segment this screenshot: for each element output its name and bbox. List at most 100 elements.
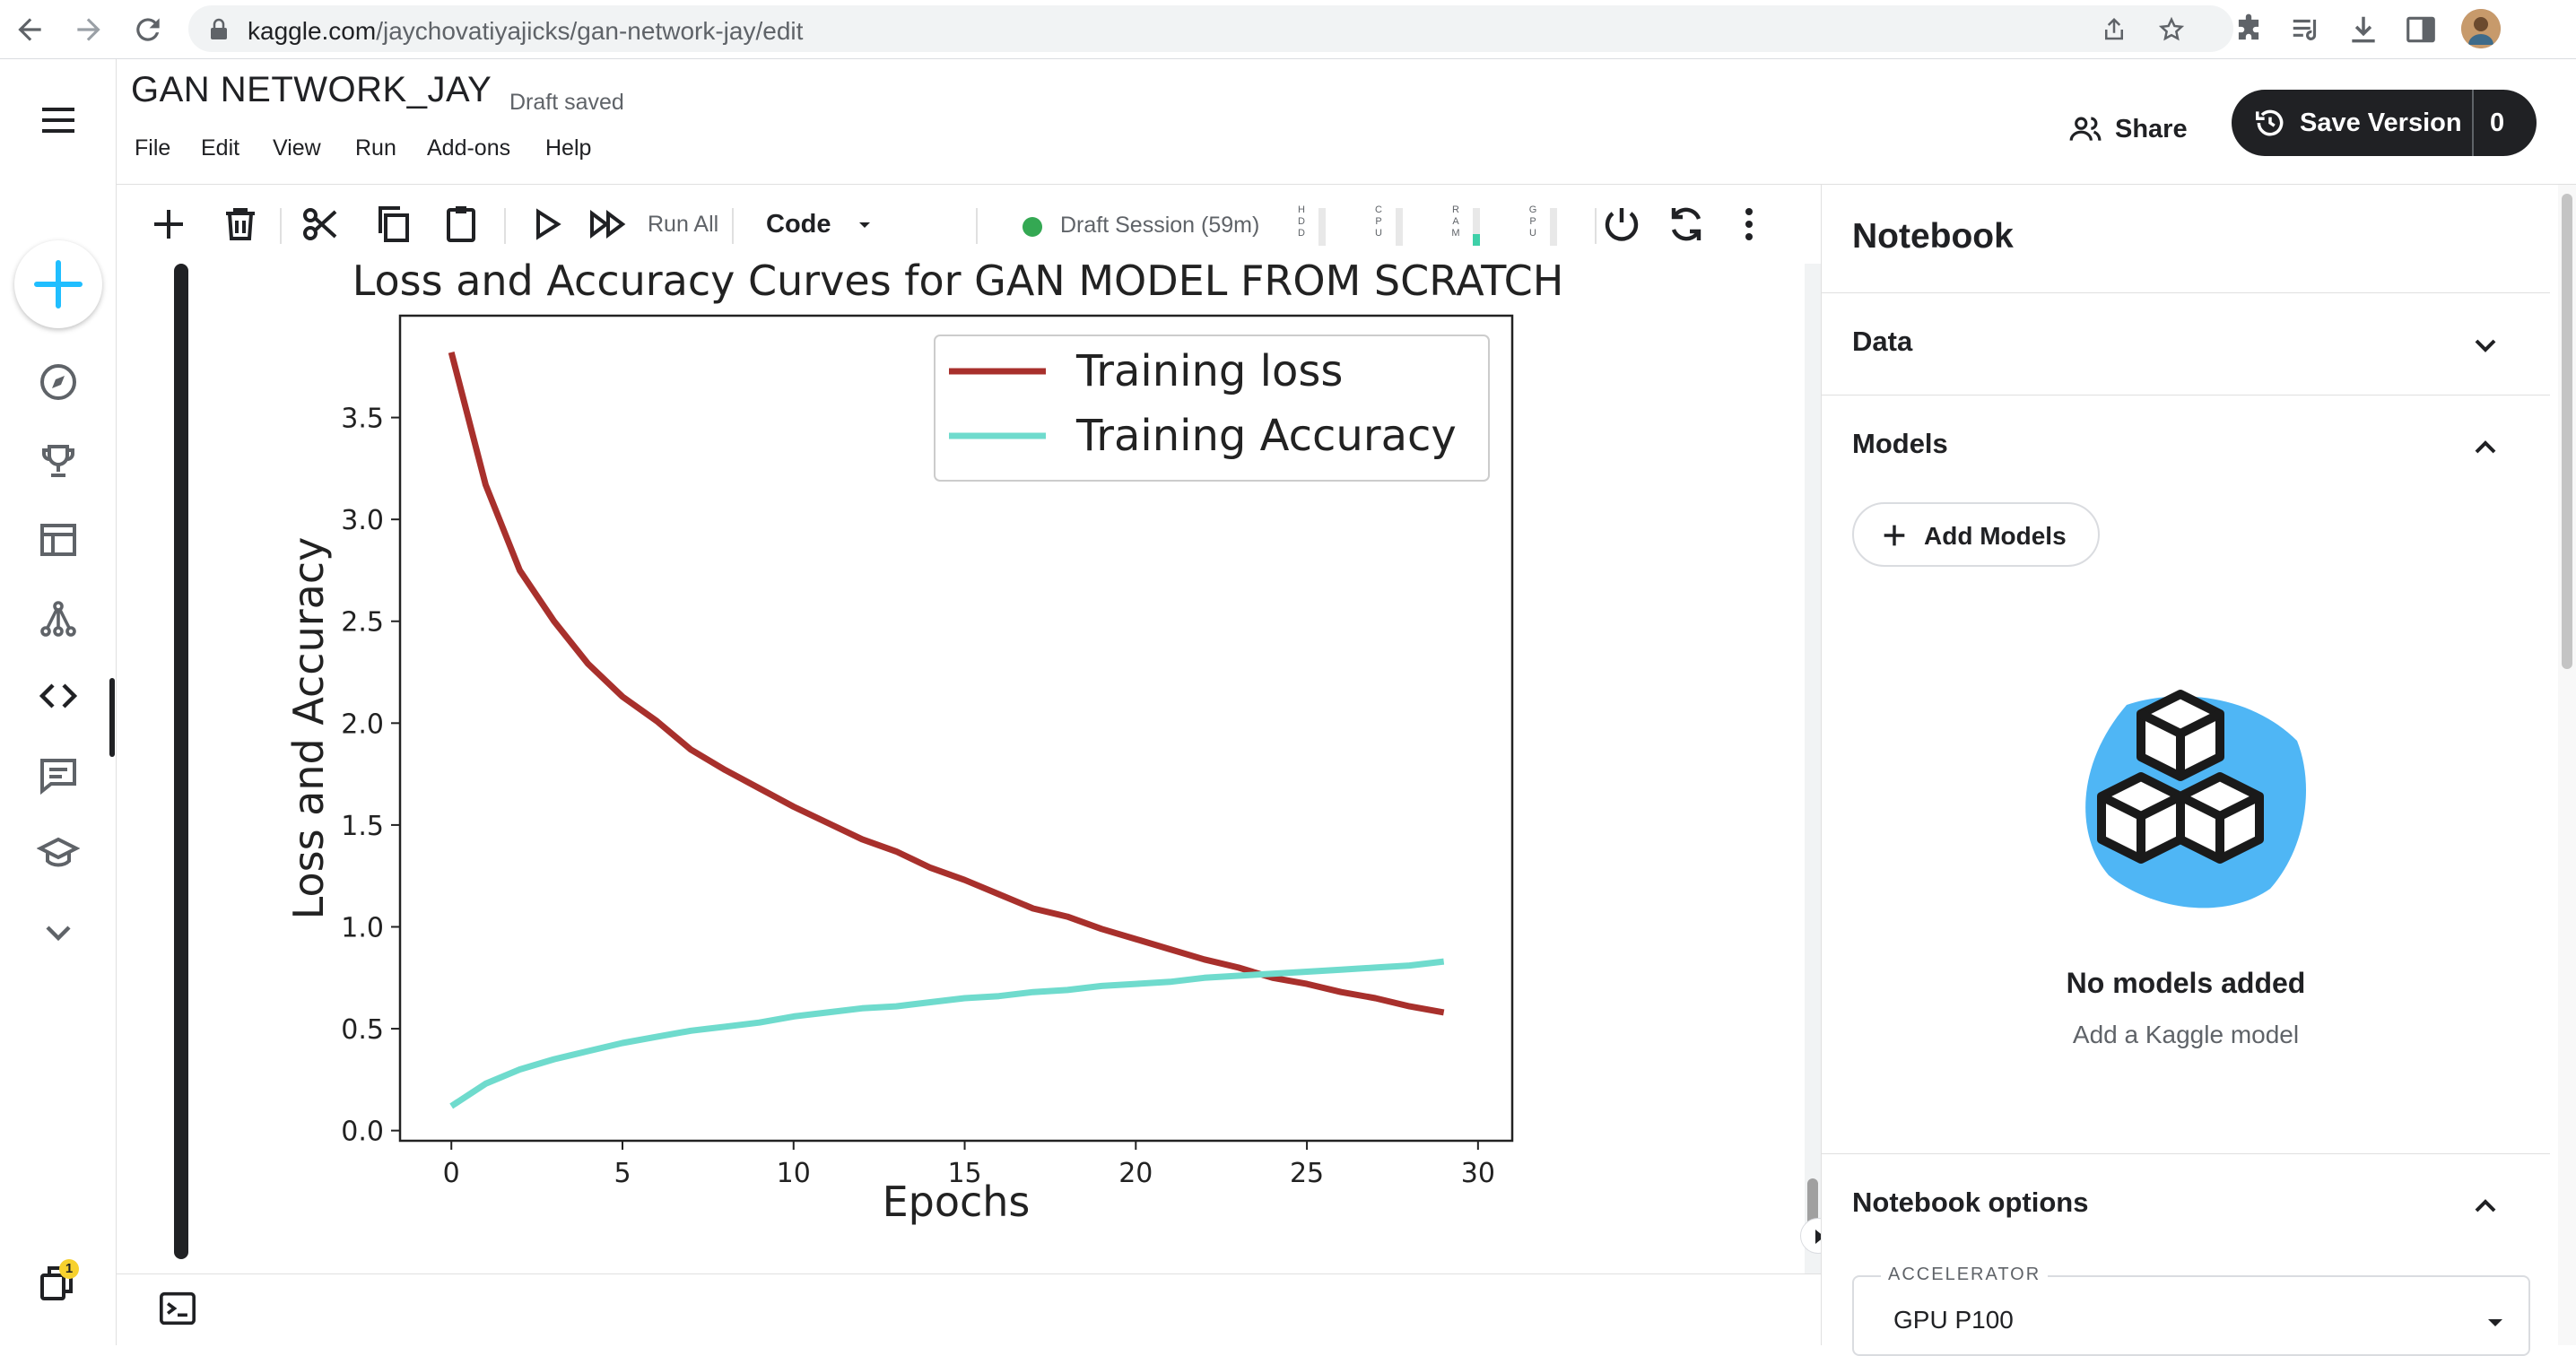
selected-cell-indicator[interactable] (174, 264, 188, 1259)
legend-label-accuracy: Training Accuracy (1075, 411, 1457, 461)
run-all-fast-forward-icon[interactable] (587, 203, 630, 246)
hdd-label-text: HDD (1298, 204, 1305, 239)
side-panel-icon[interactable] (2404, 13, 2438, 47)
cut-scissors-icon[interactable] (300, 203, 343, 246)
empty-models-subtitle: Add a Kaggle model (2072, 1021, 2300, 1048)
delete-trash-icon[interactable] (219, 203, 262, 246)
notebook-options-label[interactable]: Notebook options (1852, 1186, 2089, 1218)
models-section: Models (1822, 395, 2550, 861)
cell-type-value: Code (766, 210, 831, 239)
console-bar (117, 1273, 1821, 1345)
training-accuracy-line (449, 958, 1445, 1109)
menu-edit[interactable]: Edit (201, 135, 240, 161)
trophy-icon[interactable] (37, 439, 80, 482)
gpu-meter[interactable]: GPU (1527, 203, 1577, 249)
profile-avatar[interactable] (2461, 9, 2501, 48)
ram-fill (1473, 234, 1480, 246)
x-tick-label: 25 (1290, 1158, 1324, 1189)
table-icon[interactable] (37, 518, 80, 561)
left-nav-rail: 1 (0, 59, 117, 1345)
url-text[interactable]: kaggle.com/jaychovatiyajicks/gan-network… (248, 17, 804, 45)
restart-refresh-icon[interactable] (1665, 203, 1708, 246)
share-page-icon[interactable] (2101, 16, 2128, 43)
chart-title: Loss and Accuracy Curves for GAN MODEL F… (352, 258, 1561, 305)
plus-icon (34, 260, 83, 309)
lock-icon[interactable] (208, 18, 230, 41)
copy-icon[interactable] (371, 203, 414, 246)
extensions-puzzle-icon[interactable] (2232, 13, 2266, 47)
accelerator-select[interactable]: ACCELERATOR GPU P100 (1852, 1265, 2530, 1356)
history-clock-icon (2253, 106, 2287, 140)
share-button[interactable]: Share (2068, 102, 2188, 156)
compass-icon[interactable] (37, 361, 80, 404)
notification-badge: 1 (59, 1259, 79, 1279)
media-playlist-icon[interactable] (2289, 13, 2323, 47)
people-icon (2068, 112, 2102, 146)
code-brackets-icon[interactable] (37, 674, 80, 717)
editor-scrollbar[interactable] (1805, 264, 1821, 1273)
run-all-label[interactable]: Run All (648, 212, 719, 237)
toolbar-divider (976, 208, 978, 244)
y-tick-label: 0.5 (341, 1014, 384, 1046)
version-count[interactable]: 0 (2490, 109, 2505, 137)
models-section-label[interactable]: Models (1852, 428, 1948, 459)
add-cell-plus-icon[interactable] (147, 203, 190, 246)
y-tick-label: 2.0 (341, 708, 384, 740)
menu-addons[interactable]: Add-ons (427, 135, 511, 161)
training-loss-line (448, 352, 1445, 1016)
ram-label-text: RAM (1451, 204, 1460, 239)
notebook-title[interactable]: GAN NETWORK_JAY (131, 70, 492, 109)
add-models-button[interactable]: Add Models (1852, 502, 2100, 567)
create-button[interactable] (14, 240, 102, 328)
x-tick-label: 20 (1118, 1158, 1153, 1189)
accelerator-value: GPU P100 (1893, 1306, 2014, 1334)
hamburger-menu-icon[interactable] (37, 99, 80, 142)
back-arrow-icon[interactable] (13, 13, 47, 47)
cpu-meter[interactable]: CPU (1372, 203, 1423, 249)
download-icon[interactable] (2346, 13, 2380, 47)
y-tick-label: 1.0 (341, 912, 384, 943)
run-cell-play-icon[interactable] (524, 203, 567, 246)
menu-help[interactable]: Help (545, 135, 592, 161)
chevron-up-icon[interactable] (2467, 430, 2503, 465)
y-tick-label: 2.5 (341, 607, 384, 639)
paste-clipboard-icon[interactable] (439, 203, 483, 246)
discussion-icon[interactable] (37, 753, 80, 796)
y-axis-ticks: 0.0 0.5 1.0 1.5 2.0 2.5 3.0 3.5 (341, 404, 400, 1148)
menu-file[interactable]: File (135, 135, 171, 161)
y-tick-label: 1.5 (341, 811, 384, 842)
panel-scrollbar-thumb[interactable] (2562, 194, 2572, 669)
browser-toolbar: kaggle.com/jaychovatiyajicks/gan-network… (0, 0, 2576, 59)
notebook-toolbar: Run All Code Draft Session (59m) HDD CPU… (117, 185, 1821, 264)
bookmark-star-icon[interactable] (2158, 16, 2185, 43)
chevron-down-icon[interactable] (37, 911, 80, 954)
hdd-meter[interactable]: HDD (1295, 203, 1345, 249)
models-network-icon[interactable] (37, 597, 80, 640)
session-status[interactable]: Draft Session (59m) (1060, 213, 1260, 238)
notebook-header: GAN NETWORK_JAY Draft saved File Edit Vi… (117, 59, 2576, 185)
chevron-down-icon[interactable] (2467, 327, 2503, 363)
panel-title: Notebook (1852, 217, 2014, 256)
power-icon[interactable] (1600, 203, 1643, 246)
menu-run[interactable]: Run (355, 135, 396, 161)
save-button-divider (2472, 90, 2474, 156)
x-tick-label: 30 (1461, 1158, 1495, 1189)
more-vertical-icon[interactable] (1727, 203, 1771, 246)
menu-view[interactable]: View (273, 135, 321, 161)
panel-scrollbar[interactable] (2558, 185, 2576, 1345)
data-section[interactable]: Data (1822, 292, 2550, 395)
save-version-button[interactable]: Save Version 0 (2232, 90, 2537, 156)
cpu-label-text: CPU (1375, 204, 1382, 239)
legend-label-loss: Training loss (1075, 346, 1343, 396)
terminal-console-icon[interactable] (158, 1291, 197, 1326)
forward-arrow-icon[interactable] (72, 13, 106, 47)
ram-meter[interactable]: RAM (1449, 203, 1500, 249)
reload-icon[interactable] (131, 13, 165, 47)
x-tick-label: 10 (777, 1158, 811, 1189)
accelerator-label: ACCELERATOR (1881, 1265, 2049, 1285)
y-tick-label: 0.0 (341, 1117, 384, 1148)
chevron-up-icon[interactable] (2467, 1188, 2503, 1224)
cell-type-dropdown[interactable]: Code (766, 210, 873, 239)
address-bar[interactable]: kaggle.com/jaychovatiyajicks/gan-network… (188, 5, 2233, 52)
learn-graduation-cap-icon[interactable] (37, 832, 80, 875)
